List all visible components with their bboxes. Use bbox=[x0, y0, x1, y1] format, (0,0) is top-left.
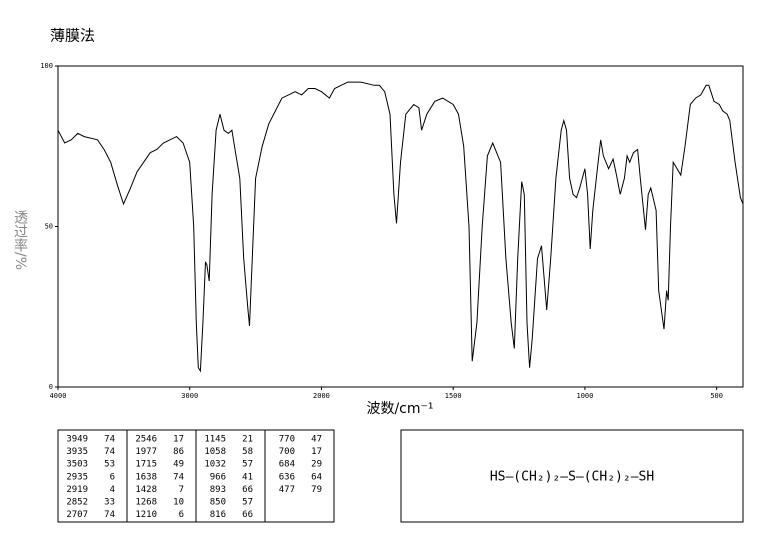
peak-wavenumber: 966 bbox=[210, 472, 226, 482]
peak-transmittance: 17 bbox=[173, 435, 184, 445]
x-tick-label: 1500 bbox=[445, 392, 462, 400]
peak-transmittance: 49 bbox=[173, 460, 184, 470]
peak-transmittance: 6 bbox=[179, 510, 184, 520]
peak-wavenumber: 1145 bbox=[204, 435, 226, 445]
peak-transmittance: 21 bbox=[242, 435, 253, 445]
peak-transmittance: 7 bbox=[179, 485, 184, 495]
peak-wavenumber: 2546 bbox=[135, 435, 157, 445]
peak-wavenumber: 1428 bbox=[135, 485, 157, 495]
peak-transmittance: 66 bbox=[242, 485, 253, 495]
peak-wavenumber: 2707 bbox=[66, 510, 88, 520]
chart-title: 薄膜法 bbox=[50, 27, 95, 45]
peak-transmittance: 4 bbox=[110, 485, 115, 495]
peak-transmittance: 10 bbox=[173, 498, 184, 508]
peak-wavenumber: 816 bbox=[210, 510, 226, 520]
peak-transmittance: 74 bbox=[104, 447, 115, 457]
peak-wavenumber: 700 bbox=[279, 447, 295, 457]
peak-transmittance: 6 bbox=[110, 472, 115, 482]
x-tick-label: 500 bbox=[710, 392, 723, 400]
peak-transmittance: 17 bbox=[311, 447, 322, 457]
y-tick-label: 100 bbox=[40, 62, 53, 70]
peak-wavenumber: 1032 bbox=[204, 460, 226, 470]
peak-wavenumber: 770 bbox=[279, 435, 295, 445]
x-axis-label: 波数/cm⁻¹ bbox=[366, 401, 433, 417]
peak-wavenumber: 1715 bbox=[135, 460, 157, 470]
peak-transmittance: 66 bbox=[242, 510, 253, 520]
peak-transmittance: 74 bbox=[104, 510, 115, 520]
peak-transmittance: 57 bbox=[242, 460, 253, 470]
x-tick-label: 2000 bbox=[313, 392, 330, 400]
peak-wavenumber: 3949 bbox=[66, 435, 88, 445]
peak-wavenumber: 2935 bbox=[66, 472, 88, 482]
peak-transmittance: 74 bbox=[173, 472, 184, 482]
plot-frame bbox=[57, 65, 744, 388]
peak-wavenumber: 1058 bbox=[204, 447, 226, 457]
y-axis-label: 透过率/% bbox=[12, 210, 28, 270]
peak-wavenumber: 2852 bbox=[66, 498, 88, 508]
peak-wavenumber: 636 bbox=[279, 472, 295, 482]
peak-wavenumber: 2919 bbox=[66, 485, 88, 495]
peak-transmittance: 64 bbox=[311, 472, 322, 482]
y-tick-label: 0 bbox=[49, 383, 53, 391]
peak-transmittance: 57 bbox=[242, 498, 253, 508]
x-tick-label: 1000 bbox=[576, 392, 593, 400]
peak-wavenumber: 1638 bbox=[135, 472, 157, 482]
peak-transmittance: 53 bbox=[104, 460, 115, 470]
peak-wavenumber: 1268 bbox=[135, 498, 157, 508]
peak-wavenumber: 1977 bbox=[135, 447, 157, 457]
peak-wavenumber: 3503 bbox=[66, 460, 88, 470]
peak-wavenumber: 1210 bbox=[135, 510, 157, 520]
peak-transmittance: 79 bbox=[311, 485, 322, 495]
peak-wavenumber: 477 bbox=[279, 485, 295, 495]
peak-transmittance: 47 bbox=[311, 435, 322, 445]
peak-transmittance: 74 bbox=[104, 435, 115, 445]
peak-transmittance: 29 bbox=[311, 460, 322, 470]
structure-frame bbox=[400, 429, 744, 523]
y-tick-label: 50 bbox=[45, 223, 53, 231]
peak-wavenumber: 850 bbox=[210, 498, 226, 508]
peak-transmittance: 86 bbox=[173, 447, 184, 457]
spectrum-line bbox=[57, 81, 744, 373]
peak-transmittance: 58 bbox=[242, 447, 253, 457]
peak-wavenumber: 3935 bbox=[66, 447, 88, 457]
peak-wavenumber: 684 bbox=[279, 460, 295, 470]
peak-wavenumber: 893 bbox=[210, 485, 226, 495]
peak-transmittance: 33 bbox=[104, 498, 115, 508]
peak-transmittance: 41 bbox=[242, 472, 253, 482]
x-tick-label: 4000 bbox=[50, 392, 67, 400]
x-tick-label: 3000 bbox=[181, 392, 198, 400]
structure-formula: HS—(CH₂)₂—S—(CH₂)₂—SH bbox=[490, 470, 654, 485]
